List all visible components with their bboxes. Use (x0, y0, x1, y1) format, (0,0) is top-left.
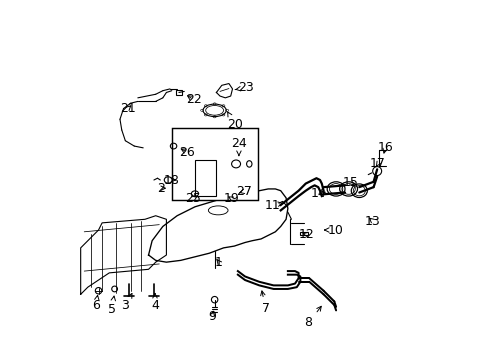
Text: 20: 20 (227, 112, 243, 131)
Text: 14: 14 (311, 187, 326, 200)
Text: 8: 8 (305, 306, 321, 329)
Text: 15: 15 (343, 176, 358, 189)
Text: 1: 1 (215, 256, 223, 269)
Text: 27: 27 (236, 185, 252, 198)
Text: 6: 6 (92, 295, 99, 312)
Bar (195, 160, 217, 196)
Bar (172, 128, 258, 200)
Text: 3: 3 (122, 293, 132, 312)
Text: 13: 13 (365, 215, 381, 228)
Text: 18: 18 (164, 174, 180, 186)
Text: 24: 24 (231, 137, 247, 156)
Text: 7: 7 (261, 291, 270, 315)
Text: 9: 9 (208, 310, 216, 323)
Text: 23: 23 (235, 81, 254, 94)
Text: 22: 22 (186, 93, 201, 106)
Bar (176, 90, 182, 95)
Text: 2: 2 (157, 182, 165, 195)
Text: 16: 16 (377, 141, 393, 154)
Text: 25: 25 (185, 192, 201, 205)
Text: 17: 17 (370, 157, 386, 170)
Text: 4: 4 (151, 293, 159, 312)
Text: 11: 11 (265, 198, 284, 212)
Text: 26: 26 (179, 146, 195, 159)
Text: 10: 10 (325, 224, 344, 237)
Text: 12: 12 (298, 228, 314, 241)
Text: 21: 21 (120, 102, 136, 115)
Text: 19: 19 (224, 192, 240, 205)
Text: 5: 5 (108, 296, 116, 316)
Bar (300, 232, 308, 235)
